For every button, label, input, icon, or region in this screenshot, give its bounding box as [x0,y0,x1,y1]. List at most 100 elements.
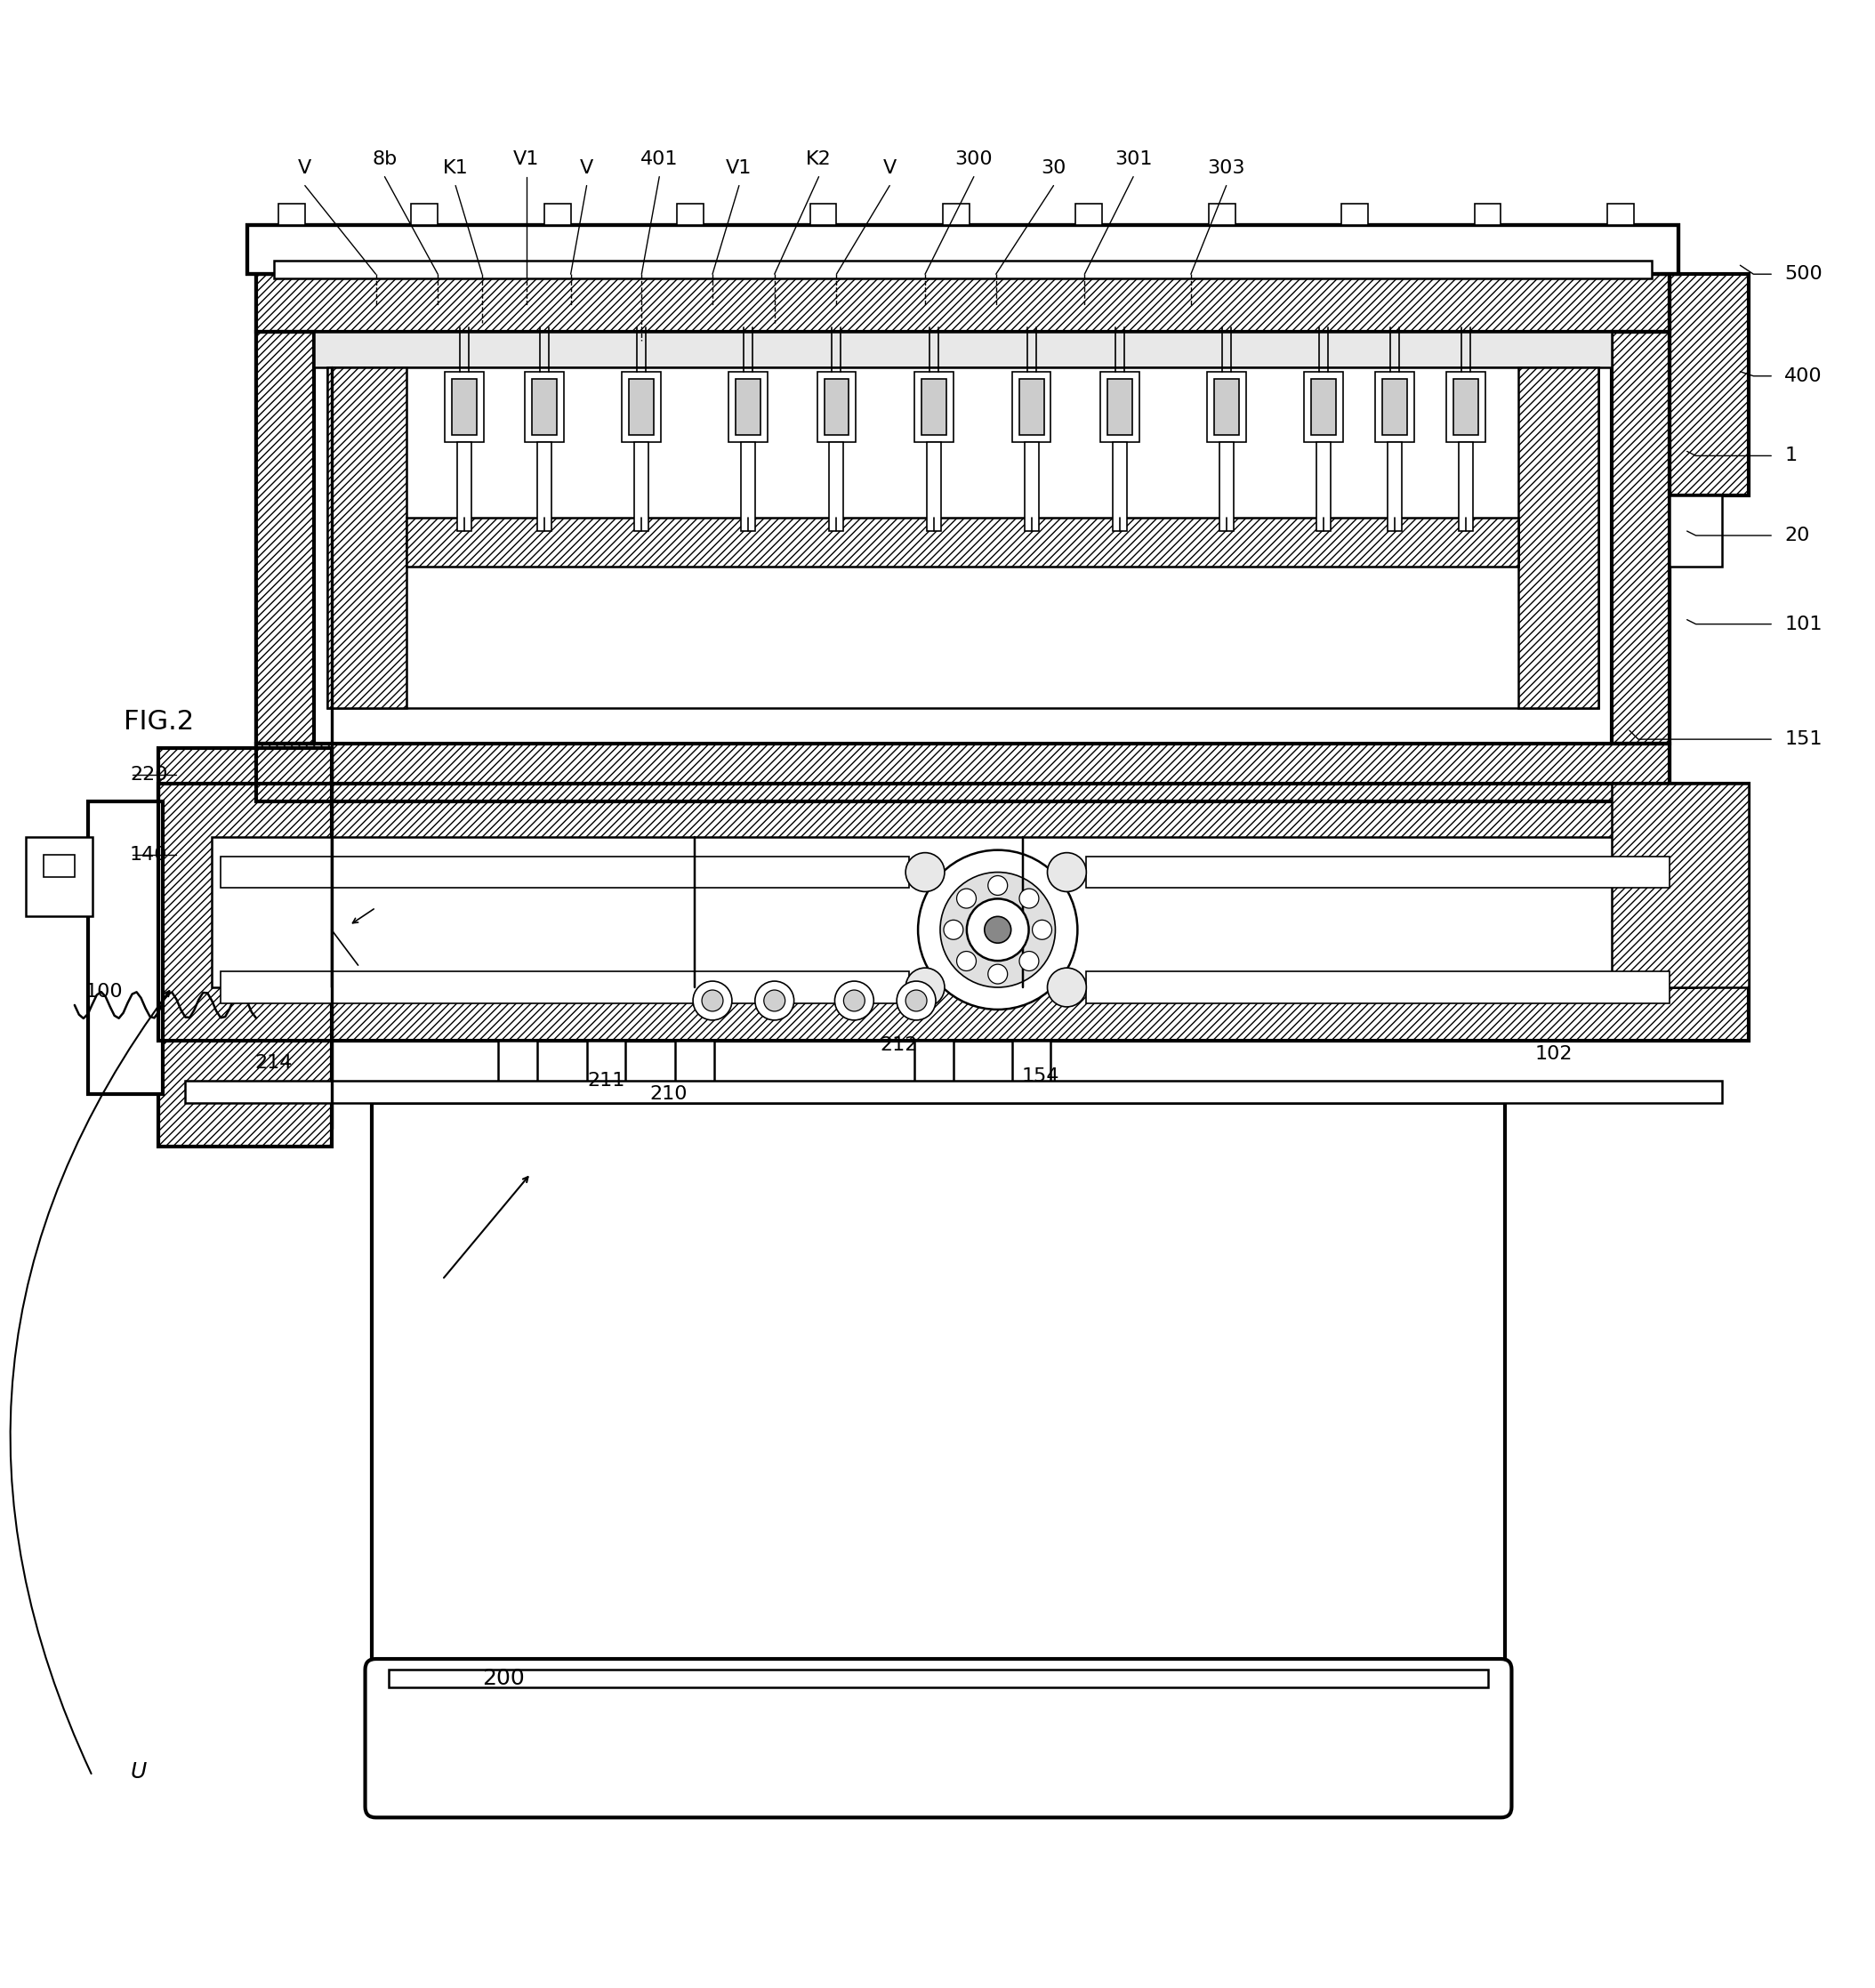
Bar [1453,378,1478,435]
Bar [411,203,439,225]
Bar [499,1040,536,1089]
Bar [248,225,1678,274]
Text: 20: 20 [1785,527,1809,545]
Bar [1607,203,1633,225]
Text: 102: 102 [1536,1046,1573,1064]
Bar [829,443,844,531]
Bar [1305,372,1342,443]
Text: V: V [298,159,311,177]
Bar [675,1040,714,1089]
Bar [257,332,313,744]
Circle shape [1020,889,1039,909]
Text: K2: K2 [806,149,832,167]
Bar [221,972,909,1004]
Bar [525,372,564,443]
Bar [630,378,654,435]
Bar [1612,783,1749,988]
Bar [458,443,471,531]
Circle shape [896,982,936,1020]
Bar [1459,443,1472,531]
Circle shape [834,982,874,1020]
Bar [274,260,1652,278]
FancyBboxPatch shape [366,1658,1511,1817]
Text: 212: 212 [879,1036,917,1054]
Bar [26,837,92,916]
Bar [810,203,836,225]
Circle shape [943,920,964,940]
Text: 210: 210 [649,1085,686,1103]
Bar [1519,368,1598,708]
Circle shape [701,990,724,1012]
Bar [926,443,941,531]
Bar [1669,274,1749,495]
Circle shape [1048,853,1086,893]
Bar [1208,372,1245,443]
Text: 300: 300 [954,149,992,167]
Bar [825,378,849,435]
Bar [248,225,1678,274]
Bar [536,443,551,531]
Bar [1213,378,1239,435]
Bar [326,368,1598,708]
Text: 100: 100 [86,982,124,1000]
Bar [1316,443,1331,531]
Bar [1018,378,1044,435]
Circle shape [694,982,731,1020]
Bar [313,332,1612,368]
Bar [326,368,407,708]
Bar [1114,443,1127,531]
Bar [622,372,662,443]
Bar [43,855,75,877]
Bar [1086,857,1669,889]
Text: 154: 154 [1022,1068,1059,1085]
Bar [677,203,703,225]
Text: 301: 301 [1114,149,1153,167]
Text: V1: V1 [514,149,540,167]
Text: FIG.2: FIG.2 [124,708,193,734]
Bar [741,443,756,531]
Bar [257,274,1669,332]
Text: 200: 200 [482,1668,525,1690]
Text: 400: 400 [1785,368,1822,386]
Bar [1013,1040,1050,1089]
Text: 500: 500 [1785,264,1822,282]
Circle shape [1033,920,1052,940]
Bar [921,378,947,435]
Bar [371,1103,1506,1670]
Bar [1341,203,1369,225]
Bar [278,203,306,225]
Circle shape [968,899,1029,960]
Bar [1612,332,1669,744]
Circle shape [756,982,793,1020]
Bar [1209,203,1236,225]
Circle shape [939,873,1056,988]
Bar [634,443,649,531]
Bar [88,801,163,1093]
Text: 101: 101 [1785,614,1822,632]
Bar [1669,495,1723,567]
Bar [444,372,484,443]
Text: 151: 151 [1785,730,1822,747]
Bar [1311,378,1337,435]
Bar [943,203,969,225]
Bar [212,837,1695,988]
Circle shape [919,851,1078,1010]
Bar [1013,372,1050,443]
Circle shape [988,964,1007,984]
Text: U: U [131,1761,146,1781]
Circle shape [1048,968,1086,1006]
Text: V1: V1 [726,159,752,177]
Bar [735,378,759,435]
Bar [221,857,909,889]
Bar [313,332,1612,368]
Text: V: V [579,159,594,177]
Bar [257,332,313,744]
Bar [390,1670,1487,1688]
Text: 214: 214 [255,1054,293,1072]
Circle shape [844,990,864,1012]
Bar [257,274,1669,332]
Bar [587,1040,626,1089]
Circle shape [763,990,786,1012]
Circle shape [1020,952,1039,970]
Bar [728,372,767,443]
